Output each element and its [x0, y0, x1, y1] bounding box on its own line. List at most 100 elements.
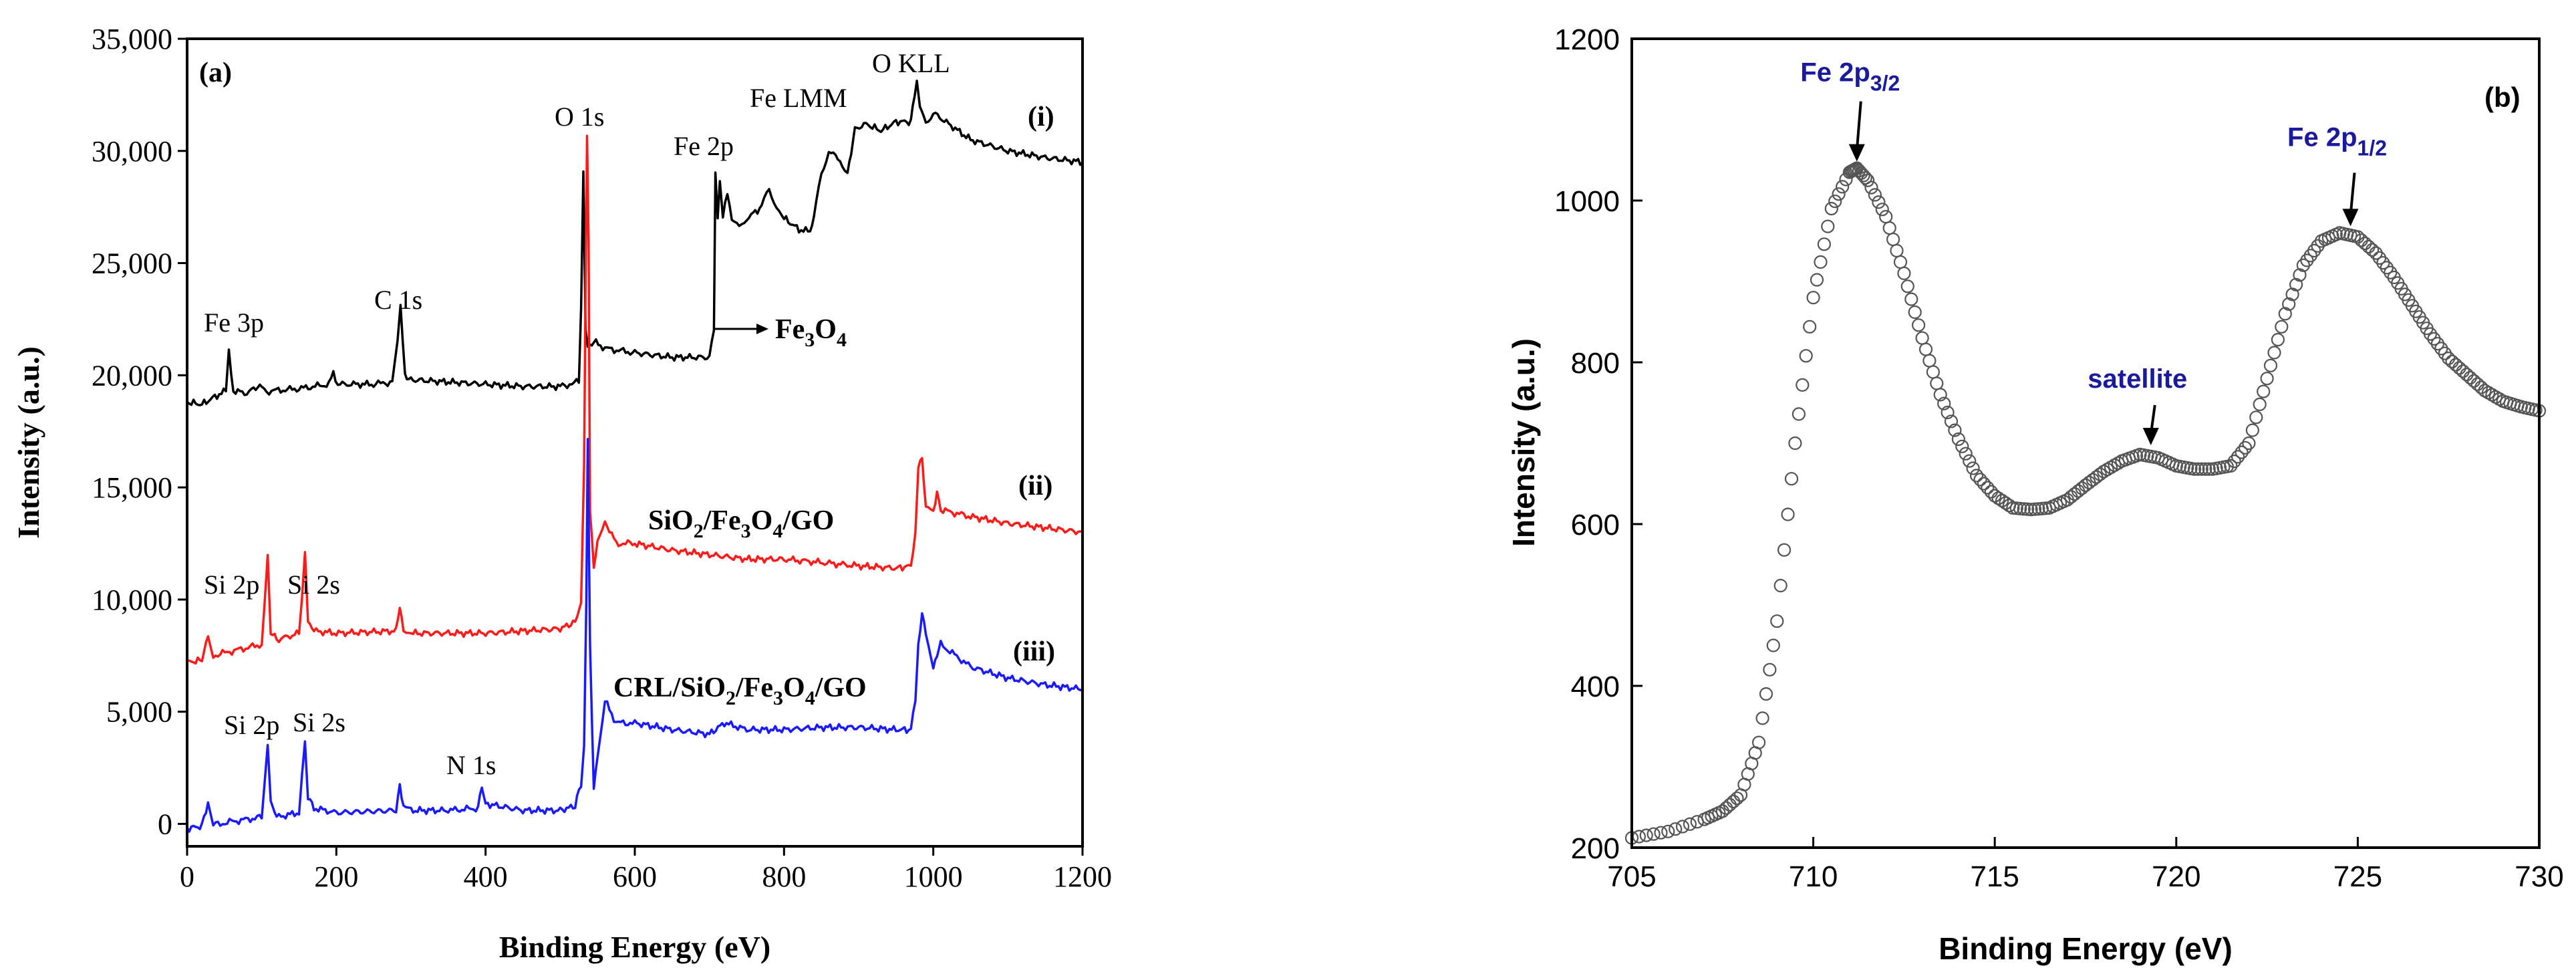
- panel-a-y-tick-label: 5,000: [106, 696, 172, 729]
- data-point: [1715, 804, 1729, 818]
- data-point: [2027, 502, 2042, 516]
- annotation-fe-2p-3-2: Fe 2p3/2: [1800, 58, 1900, 96]
- data-point: [1893, 255, 1908, 269]
- data-point: [1944, 414, 1959, 428]
- data-point: [1930, 376, 1944, 390]
- data-point: [2194, 462, 2208, 476]
- data-point: [2260, 372, 2274, 386]
- data-point: [1879, 210, 1893, 224]
- data-point: [1824, 202, 1838, 216]
- data-point: [2467, 374, 2481, 388]
- data-point: [2271, 333, 2285, 347]
- data-point: [2358, 237, 2372, 251]
- data-point: [2278, 307, 2292, 321]
- annotation-si-2s-iii: Si 2s: [293, 707, 345, 737]
- data-point: [1988, 489, 2002, 503]
- data-point: [1675, 820, 1690, 834]
- series-label-iii: (iii): [1013, 636, 1055, 667]
- data-point: [2445, 354, 2459, 368]
- series-label-i: (i): [1028, 102, 1054, 132]
- panel-a-x-tick-label: 600: [613, 860, 657, 893]
- panel-b-x-tick-label: 715: [1970, 860, 2019, 893]
- data-point: [2362, 239, 2376, 254]
- data-point: [2354, 233, 2368, 247]
- data-point: [1814, 255, 1828, 269]
- data-point: [1875, 203, 1889, 217]
- data-point: [1973, 473, 1987, 487]
- data-point: [1836, 180, 1850, 194]
- data-point: [2285, 287, 2299, 301]
- panel-b-x-tick-label: 730: [2515, 860, 2563, 893]
- data-point: [1963, 454, 1977, 468]
- data-point: [1886, 233, 1900, 247]
- satellite-arrow-head: [2142, 427, 2159, 445]
- panel-b-label: (b): [2484, 82, 2521, 113]
- data-point: [1981, 481, 1995, 495]
- series-line-1: [186, 80, 1084, 406]
- data-point: [1669, 822, 1683, 836]
- data-point: [2238, 441, 2253, 455]
- data-point: [1723, 798, 1737, 812]
- panel-a-x-tick-label: 0: [180, 860, 194, 893]
- data-point: [2253, 397, 2267, 412]
- panel-a-x-axis-title: Binding Energy (eV): [499, 930, 770, 964]
- data-point: [1991, 491, 2005, 505]
- annotation-satellite: satellite: [2088, 364, 2187, 394]
- annotation-fe-2p-1-2: Fe 2p1/2: [2287, 122, 2387, 160]
- panel-b-y-tick-label: 800: [1571, 347, 1620, 380]
- data-point: [1799, 349, 1813, 363]
- data-point: [1959, 447, 1973, 461]
- panel-a-y-tick-label: 0: [158, 808, 172, 840]
- data-point: [1858, 171, 1872, 185]
- fe3o4-arrow-head: [756, 324, 768, 334]
- data-point: [1770, 614, 1784, 628]
- data-point: [1977, 477, 1991, 491]
- data-point: [1788, 436, 1802, 451]
- panel-b-x-tick-label: 725: [2333, 860, 2382, 893]
- annotation-si-2s-ii: Si 2s: [287, 570, 340, 600]
- panel-a-y-tick-label: 20,000: [92, 359, 172, 392]
- data-point: [1773, 578, 1787, 593]
- panel-a-y-axis-title: Intensity (a.u.): [11, 346, 45, 539]
- data-point: [2245, 423, 2259, 437]
- data-point: [1796, 378, 1810, 392]
- sample-label-iii: CRL/SiO2/Fe3O4/GO: [613, 672, 867, 709]
- data-point: [1730, 791, 1744, 806]
- data-point: [2289, 277, 2303, 291]
- annotation-si-2p-ii: Si 2p: [204, 570, 259, 600]
- data-point: [1763, 662, 1777, 677]
- panel-b-y-tick-label: 1000: [1554, 185, 1620, 218]
- panel-a-x-tick-label: 1200: [1053, 860, 1112, 893]
- data-point: [1933, 388, 1947, 402]
- peak2-arrow-head: [2342, 209, 2359, 227]
- data-point: [1941, 405, 1955, 420]
- panel-b-y-tick-label: 1200: [1554, 23, 1620, 56]
- sample-label-ii: SiO2/Fe3O4/GO: [648, 505, 834, 542]
- data-point: [1817, 237, 1831, 251]
- data-point: [1872, 195, 1886, 209]
- annotation-o-1s: O 1s: [555, 102, 604, 132]
- series-label-ii: (ii): [1018, 471, 1052, 501]
- data-point: [2093, 467, 2107, 481]
- peak1-arrow-head: [1848, 144, 1865, 162]
- data-point: [2449, 358, 2463, 372]
- panel-b-x-tick-label: 705: [1607, 860, 1656, 893]
- annotation-fe-2p: Fe 2p: [674, 131, 734, 161]
- data-point: [1806, 291, 1820, 305]
- panel-b-y-tick-label: 200: [1571, 832, 1620, 865]
- panel-a-label: (a): [199, 57, 232, 88]
- data-point: [1908, 305, 1922, 320]
- data-point: [2463, 370, 2477, 385]
- data-point: [1828, 195, 1842, 209]
- data-point: [2017, 502, 2031, 516]
- data-point: [2191, 462, 2205, 476]
- data-point: [1904, 292, 1918, 306]
- panel-b-y-tick-label: 400: [1571, 670, 1620, 703]
- data-point: [1995, 493, 2009, 508]
- panel-b-y-tick-label: 600: [1571, 509, 1620, 541]
- panel-a-x-tick-label: 1000: [904, 860, 963, 893]
- panel-b-frame: [1630, 37, 2541, 849]
- data-point: [1955, 439, 1969, 453]
- data-point: [1810, 273, 1824, 287]
- panel-b-x-tick-label: 720: [2152, 860, 2200, 893]
